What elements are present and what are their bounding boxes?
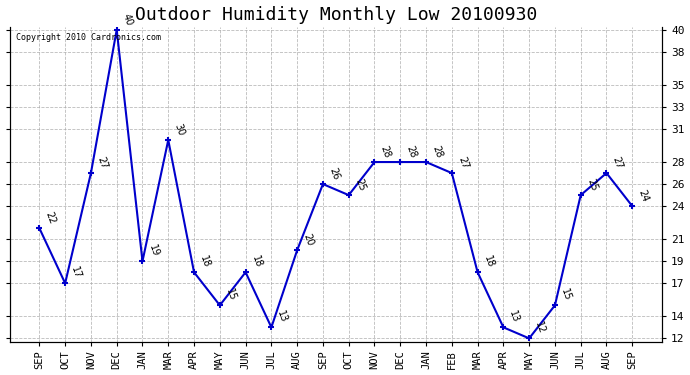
Text: 25: 25 [585, 177, 598, 192]
Text: 24: 24 [636, 188, 650, 203]
Text: 18: 18 [482, 255, 495, 270]
Text: 40: 40 [121, 12, 135, 27]
Text: 15: 15 [224, 288, 237, 303]
Text: 27: 27 [611, 155, 624, 170]
Title: Outdoor Humidity Monthly Low 20100930: Outdoor Humidity Monthly Low 20100930 [135, 6, 537, 24]
Text: 28: 28 [430, 144, 444, 159]
Text: 26: 26 [327, 166, 341, 181]
Text: 17: 17 [69, 266, 83, 280]
Text: 28: 28 [404, 144, 418, 159]
Text: 19: 19 [147, 243, 160, 258]
Text: 28: 28 [379, 144, 393, 159]
Text: 27: 27 [456, 155, 470, 170]
Text: 18: 18 [250, 255, 264, 270]
Text: 25: 25 [353, 177, 366, 192]
Text: 20: 20 [302, 232, 315, 248]
Text: 12: 12 [533, 321, 547, 336]
Text: 18: 18 [198, 255, 212, 270]
Text: 27: 27 [95, 155, 109, 170]
Text: 15: 15 [559, 288, 573, 303]
Text: 13: 13 [275, 310, 289, 325]
Text: 13: 13 [508, 310, 521, 325]
Text: 30: 30 [172, 122, 186, 137]
Text: 22: 22 [43, 210, 57, 225]
Text: Copyright 2010 Cardronics.com: Copyright 2010 Cardronics.com [17, 33, 161, 42]
